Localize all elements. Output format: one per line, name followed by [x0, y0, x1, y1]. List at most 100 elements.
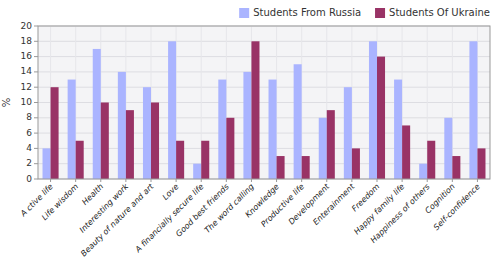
- grid: [38, 26, 490, 179]
- bar: [143, 87, 151, 179]
- tick-mark: [34, 102, 38, 103]
- legend: Students From Russia Students Of Ukraine: [239, 7, 490, 18]
- bar: [277, 156, 285, 179]
- bar: [327, 110, 335, 179]
- axis-label: %: [1, 98, 12, 108]
- tick-label: 6: [26, 128, 32, 138]
- bar: [319, 118, 327, 179]
- tick-label: 8: [26, 112, 32, 122]
- y-axis: 0 2 4 6 8 10 12 14 16 18 20: [21, 21, 38, 184]
- plot-frame: [38, 26, 490, 179]
- legend-item: Students From Russia: [239, 7, 361, 18]
- tick-label: 20: [21, 21, 33, 31]
- tick-mark: [34, 56, 38, 57]
- bar: [344, 87, 352, 179]
- bar: [168, 41, 176, 179]
- tick-label: Self-confidence: [432, 182, 482, 232]
- tick-mark: [251, 179, 252, 182]
- bar: [477, 148, 485, 179]
- bar: [377, 57, 385, 179]
- grid-line: [38, 71, 490, 72]
- legend-label: Students Of Ukraine: [389, 7, 490, 18]
- tick-label: Enterainment: [311, 181, 357, 227]
- bar: [369, 41, 377, 179]
- bar: [302, 156, 310, 179]
- bar: [419, 164, 427, 179]
- bar: [76, 141, 84, 179]
- legend-label: Students From Russia: [253, 7, 361, 18]
- tick-label: 16: [21, 51, 33, 61]
- tick-label: 0: [26, 174, 32, 184]
- bar: [68, 80, 76, 179]
- tick-mark: [50, 179, 51, 182]
- tick-mark: [75, 179, 76, 182]
- x-axis: A ctive lifeLife wisdomHealthInteresting…: [18, 179, 482, 258]
- tick-label: 14: [21, 66, 33, 76]
- bar: [126, 110, 134, 179]
- bar: [394, 80, 402, 179]
- bar: [444, 118, 452, 179]
- tick-mark: [34, 26, 38, 27]
- tick-mark: [326, 179, 327, 182]
- tick-mark: [351, 179, 352, 182]
- bar: [294, 64, 302, 179]
- tick-label: 4: [26, 143, 32, 153]
- bar: [118, 72, 126, 179]
- bar: [452, 156, 460, 179]
- bar: [201, 141, 209, 179]
- tick-mark: [125, 179, 126, 182]
- legend-swatch: [239, 8, 249, 18]
- tick-mark: [34, 163, 38, 164]
- tick-label: Productive life: [259, 182, 306, 229]
- tick-mark: [402, 179, 403, 182]
- plot-area: [38, 26, 490, 179]
- bar: [402, 125, 410, 179]
- bar: [193, 164, 201, 179]
- tick-mark: [100, 179, 101, 182]
- tick-mark: [226, 179, 227, 182]
- bar: [352, 148, 360, 179]
- legend-item: Students Of Ukraine: [375, 7, 490, 18]
- tick-mark: [34, 117, 38, 118]
- bar: [43, 148, 51, 179]
- bar: [151, 103, 159, 180]
- tick-label: Love: [161, 182, 181, 202]
- tick-mark: [34, 41, 38, 42]
- tick-mark: [427, 179, 428, 182]
- tick-label: Life wisdom: [40, 182, 80, 222]
- bar: [269, 80, 277, 179]
- tick-mark: [34, 148, 38, 149]
- chart: 0 2 4 6 8 10 12 14 16 18 20% A ctive lifeLife wisdo…: [0, 0, 500, 275]
- legend-swatch: [375, 8, 385, 18]
- bar: [218, 80, 226, 179]
- tick-mark: [276, 179, 277, 182]
- tick-mark: [452, 179, 453, 182]
- bar: [243, 72, 251, 179]
- tick-label: Development: [287, 181, 332, 226]
- tick-label: 10: [21, 97, 33, 107]
- bar: [93, 49, 101, 179]
- bar: [251, 41, 259, 179]
- tick-label: 18: [21, 36, 33, 46]
- tick-mark: [301, 179, 302, 182]
- tick-mark: [34, 87, 38, 88]
- bar: [469, 41, 477, 179]
- tick-mark: [477, 179, 478, 182]
- grid-line: [38, 56, 490, 57]
- grid-line: [38, 41, 490, 42]
- tick-mark: [34, 133, 38, 134]
- bars: [43, 41, 486, 179]
- bar: [427, 141, 435, 179]
- tick-mark: [377, 179, 378, 182]
- tick-mark: [201, 179, 202, 182]
- bar: [226, 118, 234, 179]
- tick-label: Happiness of others: [369, 182, 432, 245]
- tick-mark: [151, 179, 152, 182]
- bar: [101, 103, 109, 180]
- tick-mark: [34, 179, 38, 180]
- grid-line: [38, 87, 490, 88]
- bar: [176, 141, 184, 179]
- tick-label: 12: [21, 82, 32, 92]
- bar: [51, 87, 59, 179]
- tick-label: 2: [26, 158, 32, 168]
